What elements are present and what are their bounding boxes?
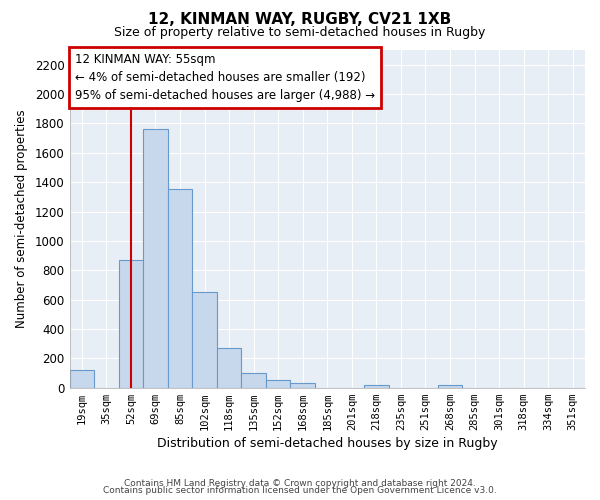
Bar xyxy=(143,130,168,388)
Text: Contains public sector information licensed under the Open Government Licence v3: Contains public sector information licen… xyxy=(103,486,497,495)
Bar xyxy=(217,348,241,388)
Bar xyxy=(364,385,389,388)
Bar xyxy=(241,373,266,388)
Text: 12, KINMAN WAY, RUGBY, CV21 1XB: 12, KINMAN WAY, RUGBY, CV21 1XB xyxy=(148,12,452,28)
Text: Size of property relative to semi-detached houses in Rugby: Size of property relative to semi-detach… xyxy=(115,26,485,39)
Bar xyxy=(192,292,217,388)
Text: Contains HM Land Registry data © Crown copyright and database right 2024.: Contains HM Land Registry data © Crown c… xyxy=(124,478,476,488)
Bar xyxy=(438,386,462,388)
Bar xyxy=(119,260,143,388)
X-axis label: Distribution of semi-detached houses by size in Rugby: Distribution of semi-detached houses by … xyxy=(157,437,497,450)
Bar xyxy=(290,382,315,388)
Y-axis label: Number of semi-detached properties: Number of semi-detached properties xyxy=(15,110,28,328)
Bar xyxy=(266,380,290,388)
Text: 12 KINMAN WAY: 55sqm
← 4% of semi-detached houses are smaller (192)
95% of semi-: 12 KINMAN WAY: 55sqm ← 4% of semi-detach… xyxy=(75,54,375,102)
Bar xyxy=(70,370,94,388)
Bar xyxy=(168,190,192,388)
